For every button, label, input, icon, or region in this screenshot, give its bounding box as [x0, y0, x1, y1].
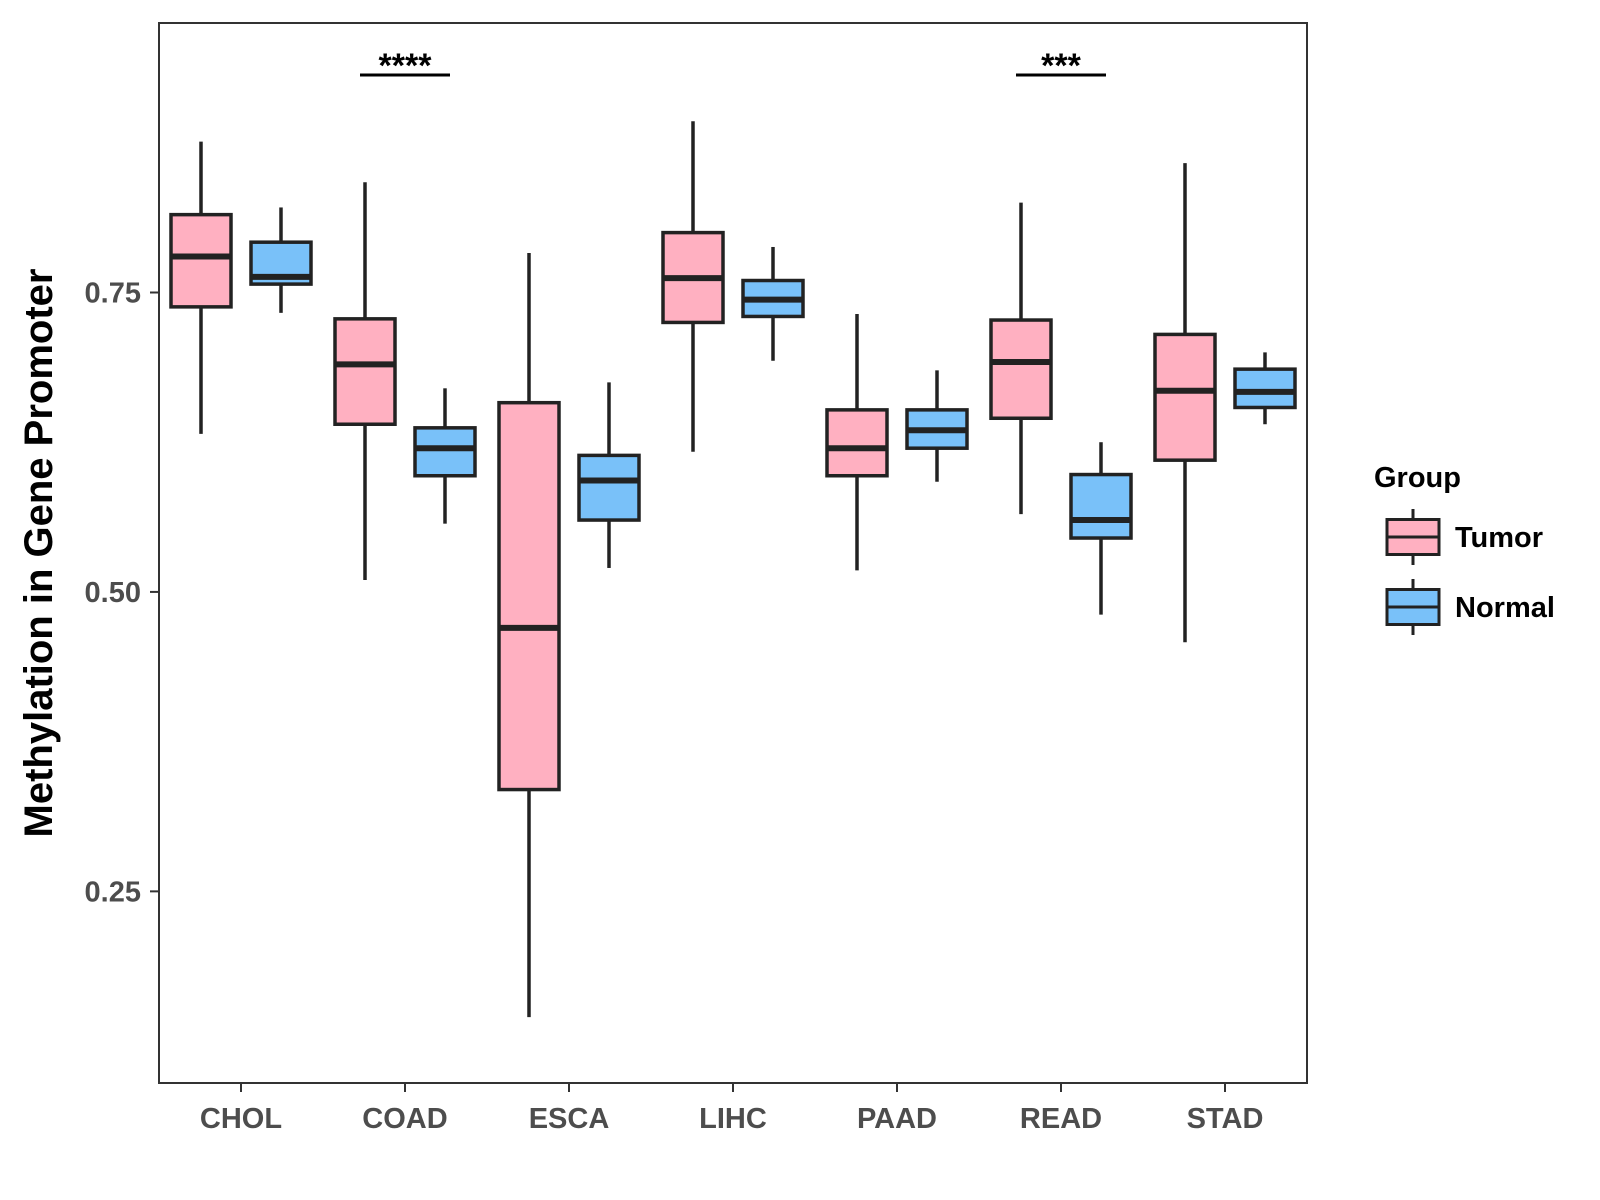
box-tumor-lihc — [661, 121, 725, 452]
box-tumor-paad — [825, 314, 889, 571]
plot-layer — [169, 121, 1297, 1018]
box-iqr — [577, 453, 641, 522]
x-tick-label-read: READ — [1020, 1103, 1102, 1135]
box-iqr — [825, 408, 889, 478]
y-tick-label: 0.75 — [85, 277, 141, 309]
x-tick-label-lihc: LIHC — [699, 1103, 767, 1135]
box-iqr — [1233, 367, 1297, 410]
box-iqr — [169, 212, 233, 309]
y-axis-title: Methylation in Gene Promoter — [17, 269, 61, 838]
significance-annotations: **** *** — [360, 47, 1106, 85]
box-iqr — [413, 426, 477, 478]
box-normal-read — [1069, 442, 1133, 615]
box-tumor-chol — [169, 141, 233, 434]
box-tumor-esca — [497, 252, 561, 1018]
box-normal-stad — [1233, 352, 1297, 425]
x-tick-label-esca: ESCA — [529, 1103, 610, 1135]
box-iqr — [1069, 472, 1133, 540]
y-tick-label: 0.50 — [85, 577, 141, 609]
significance-label: *** — [1041, 47, 1081, 85]
box-iqr — [1153, 332, 1217, 462]
axis-layer: CHOL COAD ESCA LIHC PAAD READ STAD 0.25 0.50 0.75 — [85, 277, 1264, 1135]
legend-entry-normal: Normal — [1385, 579, 1555, 635]
box-normal-paad — [905, 370, 969, 482]
x-tick-label-coad: COAD — [362, 1103, 447, 1135]
box-iqr — [333, 317, 397, 426]
legend: Group Tumor Normal — [1374, 462, 1555, 635]
box-tumor-stad — [1153, 163, 1217, 643]
box-iqr — [497, 400, 561, 792]
plot-panel-border — [158, 22, 1308, 1084]
legend-label-tumor: Tumor — [1455, 522, 1543, 554]
legend-title: Group — [1374, 462, 1461, 494]
box-normal-chol — [249, 207, 313, 313]
y-tick-label: 0.25 — [85, 876, 141, 908]
box-normal-lihc — [741, 246, 805, 361]
box-tumor-read — [989, 202, 1053, 515]
box-normal-coad — [413, 388, 477, 524]
x-tick-label-chol: CHOL — [200, 1103, 282, 1135]
significance-label: **** — [379, 47, 433, 85]
x-tick-label-paad: PAAD — [857, 1103, 937, 1135]
box-normal-esca — [577, 382, 641, 568]
x-tick-label-stad: STAD — [1187, 1103, 1264, 1135]
box-iqr — [989, 318, 1053, 421]
box-tumor-coad — [333, 182, 397, 580]
legend-entry-tumor: Tumor — [1385, 509, 1543, 565]
legend-label-normal: Normal — [1455, 592, 1555, 624]
